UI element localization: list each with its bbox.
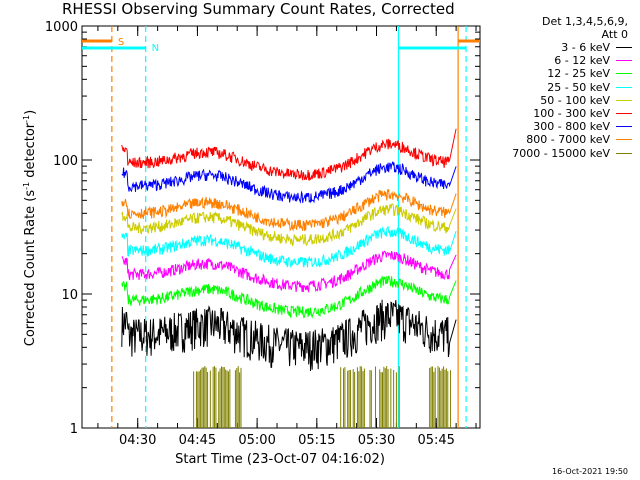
series-line-0	[121, 299, 457, 372]
legend-entry-label: 3 - 6 keV	[561, 41, 610, 54]
legend-entry: 6 - 12 keV	[554, 54, 632, 67]
series-line-5	[121, 128, 457, 181]
x-tick-label: 05:00	[238, 433, 275, 448]
legend-entry-label: 12 - 25 keV	[547, 67, 610, 81]
saa-label: S	[118, 37, 124, 48]
legend-entry: 12 - 25 keV	[547, 67, 632, 80]
legend-swatch	[616, 73, 632, 75]
legend-entry-label: 800 - 7000 keV	[526, 133, 610, 147]
series-line-1	[121, 250, 457, 294]
x-tick-label: 05:45	[417, 433, 454, 448]
legend-entry-label: 100 - 300 keV	[533, 107, 610, 120]
series-line-2	[121, 275, 457, 319]
series-line-4	[121, 203, 457, 247]
legend-swatch	[616, 113, 632, 114]
y-axis-title: Corrected Count Rate (s-1 detector-1)	[21, 109, 39, 347]
x-tick-label: 05:30	[358, 433, 395, 448]
legend-entry: 100 - 300 keV	[533, 107, 632, 120]
legend-swatch	[616, 86, 632, 88]
night-label: N	[152, 43, 159, 54]
legend-swatch	[616, 47, 632, 48]
legend-swatch	[616, 152, 632, 154]
legend-entry-label: 6 - 12 keV	[554, 54, 610, 68]
legend-swatch	[616, 60, 632, 62]
x-tick-label: 04:45	[179, 433, 216, 448]
plot-area: 1 10 100 1000 04:30 04:45 05:00 05:15 05:30 05:45…	[45, 20, 481, 448]
x-tick-label: 04:30	[119, 433, 156, 448]
legend-entry-label: 50 - 100 keV	[540, 93, 610, 107]
legend-swatch	[616, 99, 632, 101]
generation-timestamp: 16-Oct-2021 19:50	[552, 467, 628, 476]
legend-header-line1: Det 1,3,4,5,6,9,	[541, 15, 628, 28]
series-line-3	[121, 225, 457, 268]
legend-entry: 3 - 6 keV	[561, 41, 632, 54]
legend-entry-label: 25 - 50 keV	[547, 80, 610, 94]
chart-title: RHESSI Observing Summary Count Rates, Co…	[62, 0, 455, 18]
x-axis-title: Start Time (23-Oct-07 04:16:02)	[175, 452, 385, 467]
y-tick-label: 100	[53, 154, 78, 169]
legend-swatch	[616, 126, 632, 128]
series-line-6	[121, 161, 457, 204]
series-line-7	[121, 188, 457, 232]
plot-frame	[81, 25, 481, 429]
legend-entry-label: 300 - 800 keV	[533, 120, 610, 134]
legend-swatch	[616, 139, 632, 141]
y-tick-label: 10	[61, 288, 78, 303]
legend-entry-label: 7000 - 15000 keV	[512, 146, 610, 160]
y-tick-label: 1000	[45, 20, 78, 35]
legend-entry: 300 - 800 keV	[533, 120, 632, 133]
legend-entry: 25 - 50 keV	[547, 81, 632, 94]
x-tick-label: 05:15	[298, 433, 335, 448]
legend-entry: 7000 - 15000 keV	[512, 147, 632, 160]
legend-header-line2: Att 0	[601, 28, 628, 41]
legend-entry: 800 - 7000 keV	[526, 133, 632, 146]
y-tick-label: 1	[70, 422, 78, 437]
legend-entry: 50 - 100 keV	[540, 94, 632, 107]
